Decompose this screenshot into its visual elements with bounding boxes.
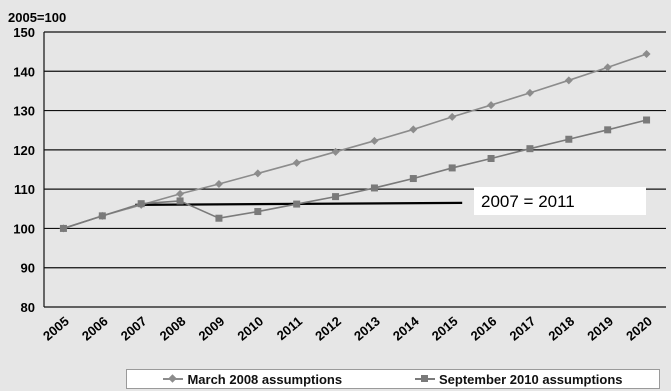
square-marker-icon	[415, 374, 435, 384]
legend-item-september-2010: September 2010 assumptions	[415, 372, 623, 387]
series-line-2	[63, 119, 647, 230]
data-point-diamond	[331, 147, 340, 156]
x-tick-label: 2010	[234, 313, 266, 343]
data-point-square	[604, 126, 612, 134]
data-point-square	[565, 135, 573, 143]
data-point-diamond	[176, 189, 185, 198]
y-axis-unit-label: 2005=100	[8, 10, 66, 25]
data-point-diamond	[409, 125, 418, 134]
y-axis-ticks: 80 90 100 110 120 130 140 150	[13, 25, 35, 315]
x-tick-label: 2007	[118, 313, 150, 343]
x-tick-label: 2014	[390, 313, 422, 344]
data-point-diamond	[564, 76, 573, 85]
data-point-diamond	[642, 50, 651, 58]
x-tick-label: 2013	[351, 313, 383, 343]
annotation-text: 2007 = 2011	[481, 192, 575, 211]
y-tick-label: 120	[13, 143, 35, 158]
data-point-diamond	[487, 101, 496, 110]
y-tick-label: 140	[13, 64, 35, 79]
legend: March 2008 assumptions September 2010 as…	[126, 369, 660, 389]
gridlines	[43, 31, 666, 308]
data-point-square	[137, 200, 145, 208]
y-tick-label: 130	[13, 104, 35, 119]
data-point-square	[526, 145, 534, 153]
data-point-square	[59, 224, 67, 232]
data-point-square	[176, 197, 184, 205]
data-point-square	[370, 184, 378, 192]
data-point-square	[254, 208, 262, 216]
y-tick-label: 150	[13, 25, 35, 40]
annotation-box	[474, 187, 646, 215]
data-point-diamond	[370, 136, 379, 145]
data-point-square	[448, 164, 456, 172]
x-axis-ticks: 2005 2006 2007 2008 2009 2010 2011 2012 2013 2014…	[40, 313, 655, 344]
data-point-diamond	[253, 169, 262, 178]
data-point-square	[293, 200, 301, 208]
data-point-diamond	[525, 88, 534, 97]
data-point-diamond	[603, 63, 612, 72]
y-tick-label: 80	[21, 300, 35, 315]
diamond-marker-icon	[163, 374, 184, 384]
x-tick-label: 2012	[312, 313, 344, 343]
x-tick-label: 2020	[623, 313, 655, 343]
x-tick-label: 2011	[274, 313, 305, 343]
data-point-diamond	[292, 158, 301, 167]
data-point-square	[332, 193, 340, 201]
data-point-square	[487, 155, 495, 162]
legend-label-march-2008: March 2008 assumptions	[187, 371, 343, 387]
data-point-square	[98, 212, 106, 220]
legend-label-september-2010: September 2010 assumptions	[439, 371, 623, 387]
x-tick-label: 2017	[506, 313, 538, 343]
data-point-square	[643, 116, 651, 124]
x-tick-label: 2006	[79, 313, 111, 343]
series-group	[59, 50, 651, 233]
x-tick-label: 2008	[157, 313, 189, 343]
x-tick-label: 2018	[545, 313, 577, 343]
data-point-diamond	[448, 112, 457, 121]
x-tick-label: 2016	[468, 313, 500, 343]
data-point-diamond	[214, 180, 223, 189]
y-tick-label: 110	[14, 182, 35, 197]
data-point-square	[215, 214, 223, 222]
series-line-1	[63, 53, 647, 230]
data-point-square	[409, 175, 417, 183]
plot-area	[44, 32, 666, 307]
y-tick-label: 100	[13, 221, 35, 236]
x-tick-label: 2009	[195, 313, 227, 343]
x-tick-label: 2015	[429, 313, 461, 343]
x-tick-label: 2005	[40, 313, 72, 343]
legend-item-march-2008: March 2008 assumptions	[163, 372, 342, 387]
y-tick-label: 90	[21, 261, 35, 276]
x-tick-label: 2019	[584, 313, 616, 343]
